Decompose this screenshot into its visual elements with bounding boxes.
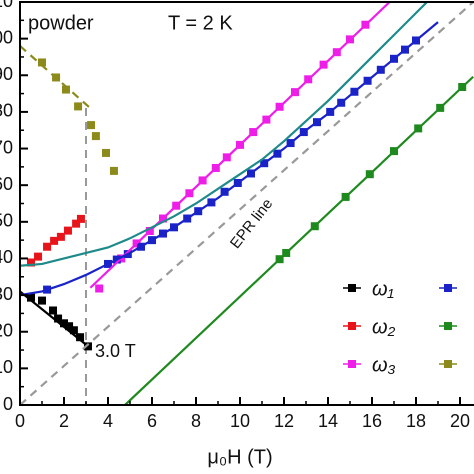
fit-line [20,290,89,348]
data-point [91,132,100,141]
data-point [27,258,35,267]
data-point [102,148,111,157]
y-tick-label: 20 [0,320,13,340]
y-tick-label: 70 [0,137,13,157]
data-point [38,296,46,305]
data-point [60,319,68,328]
x-tick-label: 0 [15,411,25,431]
data-point [27,293,35,302]
annotation: 3.0 T [95,341,136,361]
y-tick-label: 80 [0,101,13,121]
data-point [87,121,96,130]
annotation: EPR line [227,195,276,251]
data-point [50,236,59,245]
y-tick-label: 110 [0,0,13,11]
y-tick-label: 100 [0,27,13,47]
legend-label: ω₃ [372,354,396,376]
y-tick-label: 50 [0,211,13,231]
data-point [76,214,85,223]
data-point [43,242,52,251]
annotation: T = 2 K [168,12,233,34]
data-point [56,232,65,241]
fit-line [20,21,439,297]
x-tick-label: 20 [450,411,470,431]
legend-label: ω₂ [372,316,396,338]
y-tick-label: 30 [0,284,13,304]
x-tick-label: 2 [59,411,69,431]
y-tick-label: 40 [0,247,13,267]
x-tick-label: 10 [230,411,250,431]
data-point [61,85,70,94]
data-point [69,326,78,335]
y-tick-label: 10 [0,357,13,377]
y-tick-label: 0 [3,394,13,414]
fit-line [124,75,474,405]
x-tick-label: 6 [147,411,157,431]
x-tick-label: 18 [406,411,426,431]
x-tick-label: 14 [318,411,338,431]
annotation: powder [28,12,94,34]
data-point [38,58,46,67]
y-tick-label: 90 [0,64,13,84]
data-point [74,102,83,111]
data-point [63,226,72,235]
x-tick-label: 4 [103,411,113,431]
data-point [54,314,63,323]
y-tick-label: 60 [0,174,13,194]
fit-line [20,2,429,267]
data-point [72,219,81,228]
x-tick-label: 8 [191,411,201,431]
data-point [49,306,57,315]
x-tick-label: 12 [274,411,294,431]
x-axis-label: μ₀H (T) [207,446,272,468]
data-point [95,284,104,293]
fit-line [20,45,92,110]
x-tick-label: 16 [362,411,382,431]
data-point [76,333,85,342]
data-point [65,322,74,331]
data-point [34,252,43,261]
fit-line [20,2,474,405]
legend-label: ω₁ [372,278,394,300]
plot-area [20,2,474,405]
data-point [109,166,118,175]
fit-line [89,2,391,289]
